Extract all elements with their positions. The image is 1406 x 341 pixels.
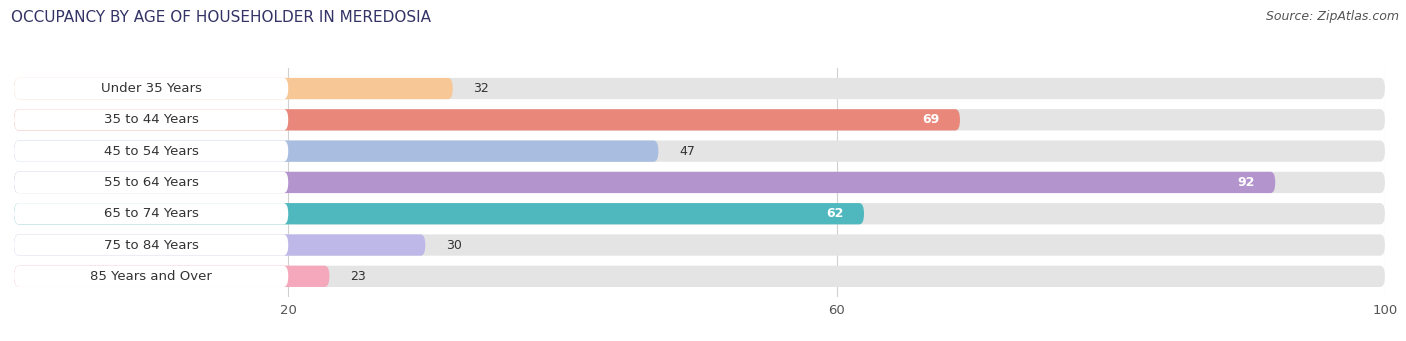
Text: 30: 30 xyxy=(446,239,461,252)
FancyBboxPatch shape xyxy=(14,203,1385,224)
FancyBboxPatch shape xyxy=(14,109,288,131)
FancyBboxPatch shape xyxy=(14,140,288,162)
Text: 32: 32 xyxy=(474,82,489,95)
Text: 62: 62 xyxy=(827,207,844,220)
Text: 65 to 74 Years: 65 to 74 Years xyxy=(104,207,198,220)
FancyBboxPatch shape xyxy=(14,140,1385,162)
FancyBboxPatch shape xyxy=(14,266,1385,287)
FancyBboxPatch shape xyxy=(14,266,288,287)
Text: 45 to 54 Years: 45 to 54 Years xyxy=(104,145,198,158)
FancyBboxPatch shape xyxy=(14,234,1385,256)
FancyBboxPatch shape xyxy=(14,234,425,256)
Text: 75 to 84 Years: 75 to 84 Years xyxy=(104,239,198,252)
FancyBboxPatch shape xyxy=(14,234,288,256)
FancyBboxPatch shape xyxy=(14,78,288,99)
FancyBboxPatch shape xyxy=(14,78,453,99)
Text: OCCUPANCY BY AGE OF HOUSEHOLDER IN MEREDOSIA: OCCUPANCY BY AGE OF HOUSEHOLDER IN MERED… xyxy=(11,10,432,25)
Text: Under 35 Years: Under 35 Years xyxy=(101,82,201,95)
FancyBboxPatch shape xyxy=(14,172,1275,193)
Text: 55 to 64 Years: 55 to 64 Years xyxy=(104,176,198,189)
Text: 23: 23 xyxy=(350,270,366,283)
Text: 92: 92 xyxy=(1237,176,1254,189)
Text: 69: 69 xyxy=(922,113,939,126)
Text: Source: ZipAtlas.com: Source: ZipAtlas.com xyxy=(1265,10,1399,23)
Text: 35 to 44 Years: 35 to 44 Years xyxy=(104,113,198,126)
FancyBboxPatch shape xyxy=(14,203,863,224)
FancyBboxPatch shape xyxy=(14,140,658,162)
FancyBboxPatch shape xyxy=(14,172,1385,193)
FancyBboxPatch shape xyxy=(14,109,960,131)
FancyBboxPatch shape xyxy=(14,172,288,193)
Text: 47: 47 xyxy=(679,145,695,158)
Text: 85 Years and Over: 85 Years and Over xyxy=(90,270,212,283)
FancyBboxPatch shape xyxy=(14,109,1385,131)
FancyBboxPatch shape xyxy=(14,266,329,287)
FancyBboxPatch shape xyxy=(14,203,288,224)
FancyBboxPatch shape xyxy=(14,78,1385,99)
